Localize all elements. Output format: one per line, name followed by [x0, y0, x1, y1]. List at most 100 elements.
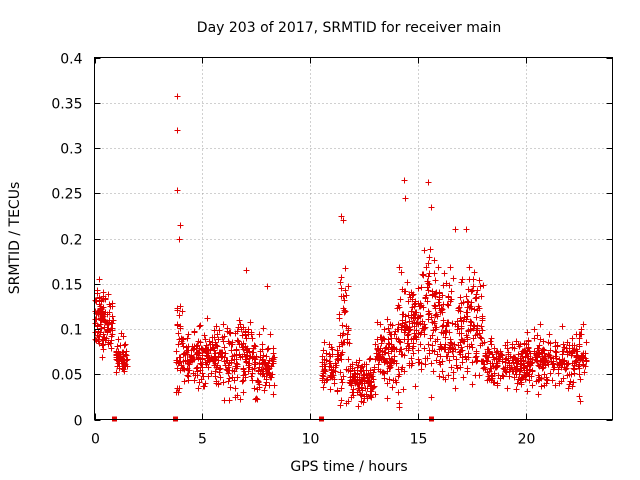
data-point — [175, 341, 182, 348]
data-point — [256, 384, 263, 391]
data-point — [437, 361, 444, 368]
data-point — [416, 303, 423, 310]
data-point — [442, 328, 449, 335]
data-point — [211, 334, 218, 341]
data-point — [445, 349, 452, 356]
data-point — [401, 177, 408, 184]
data-point — [504, 385, 511, 392]
data-point — [114, 343, 121, 350]
data-point — [120, 349, 127, 356]
data-point — [344, 339, 351, 346]
data-point — [506, 373, 513, 380]
data-point — [115, 350, 122, 357]
data-point — [200, 373, 207, 380]
x-tick-label: 5 — [198, 432, 207, 448]
data-point — [409, 296, 416, 303]
data-point — [428, 314, 435, 321]
data-point — [402, 195, 409, 202]
data-point — [179, 308, 186, 315]
data-point — [526, 377, 533, 384]
data-point — [466, 264, 473, 271]
data-point — [182, 357, 189, 364]
data-point — [576, 331, 583, 338]
data-point — [386, 376, 393, 383]
data-point — [266, 372, 273, 379]
data-point — [380, 369, 387, 376]
data-point — [199, 364, 206, 371]
data-point — [395, 389, 402, 396]
data-point — [96, 301, 103, 308]
data-point — [435, 299, 442, 306]
data-point — [525, 338, 532, 345]
data-point — [350, 392, 357, 399]
data-point — [482, 353, 489, 360]
data-point — [175, 389, 182, 396]
data-point — [221, 397, 228, 404]
data-point — [247, 319, 254, 326]
data-point — [212, 354, 219, 361]
data-point — [184, 365, 191, 372]
data-point — [529, 382, 536, 389]
data-point — [327, 372, 334, 379]
data-point — [511, 364, 518, 371]
data-point — [176, 236, 183, 243]
data-point — [108, 345, 115, 352]
data-point — [98, 311, 105, 318]
data-point — [113, 369, 120, 376]
data-point — [459, 276, 466, 283]
data-point — [552, 339, 559, 346]
data-point — [114, 354, 121, 361]
data-point — [201, 332, 208, 339]
data-point — [241, 368, 248, 375]
data-point — [105, 291, 112, 298]
data-point — [240, 377, 247, 384]
data-point — [122, 341, 129, 348]
data-point — [229, 341, 236, 348]
data-point — [440, 322, 447, 329]
data-point — [458, 279, 465, 286]
data-point — [338, 285, 345, 292]
data-point — [184, 335, 191, 342]
data-point — [497, 354, 504, 361]
data-point — [428, 394, 435, 401]
x-tick-label: 15 — [410, 432, 428, 448]
data-point — [240, 365, 247, 372]
data-point — [174, 93, 181, 100]
data-point — [225, 378, 232, 385]
data-point — [115, 336, 122, 343]
data-point — [573, 346, 580, 353]
data-point — [350, 386, 357, 393]
data-point — [368, 378, 375, 385]
data-point — [568, 371, 575, 378]
data-point — [570, 347, 577, 354]
data-point — [185, 331, 192, 338]
data-point — [463, 226, 470, 233]
data-point — [428, 360, 435, 367]
data-point — [425, 308, 432, 315]
data-point — [427, 246, 434, 253]
data-point — [570, 379, 577, 386]
data-point — [534, 345, 541, 352]
data-point — [495, 350, 502, 357]
data-point — [535, 362, 542, 369]
data-point — [485, 373, 492, 380]
data-point — [538, 383, 545, 390]
data-point — [422, 355, 429, 362]
data-point — [326, 341, 333, 348]
data-point — [410, 335, 417, 342]
data-point — [359, 376, 366, 383]
data-point — [176, 312, 183, 319]
data-point — [204, 357, 211, 364]
data-point — [509, 341, 516, 348]
data-point — [202, 336, 209, 343]
data-point — [395, 321, 402, 328]
data-point — [465, 350, 472, 357]
data-point — [174, 385, 181, 392]
data-point — [405, 343, 412, 350]
data-point — [467, 322, 474, 329]
data-point — [580, 321, 587, 328]
data-point — [396, 400, 403, 407]
data-point — [481, 364, 488, 371]
data-point — [319, 375, 326, 382]
y-tick-label: 0.4 — [60, 52, 82, 68]
